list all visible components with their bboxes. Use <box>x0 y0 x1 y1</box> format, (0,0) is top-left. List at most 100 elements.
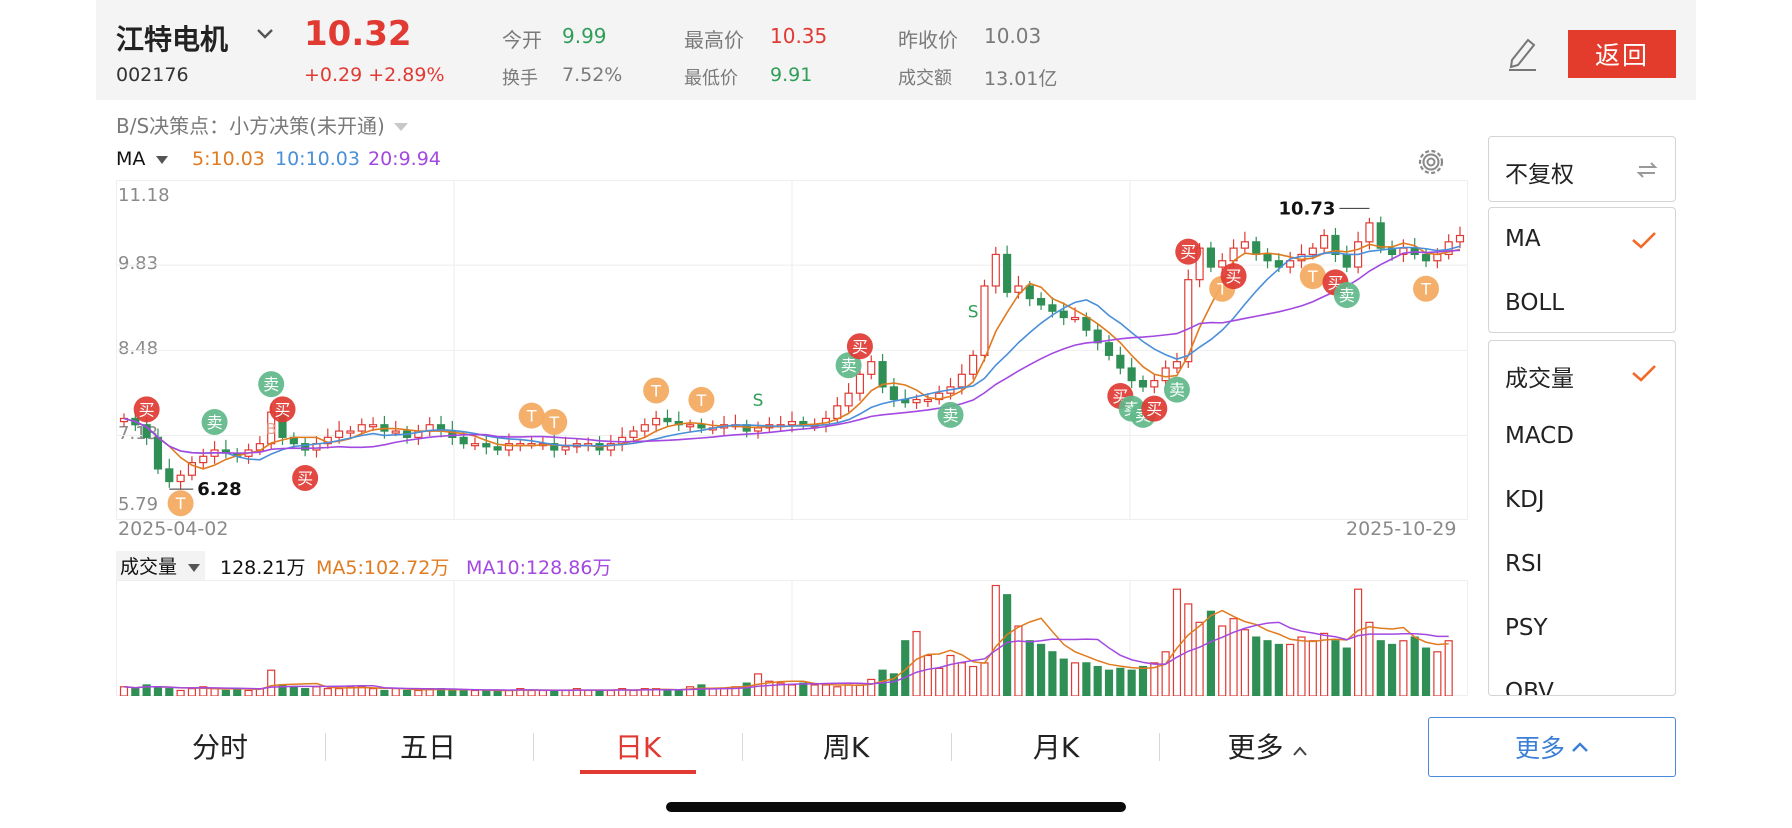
candle-body <box>1218 260 1227 268</box>
tab-divider <box>951 733 952 761</box>
volume-bar <box>1218 625 1227 696</box>
volume-bar <box>323 688 332 696</box>
volume-ma5-line <box>123 609 1449 692</box>
marker-badge <box>1299 263 1326 290</box>
volume-bar <box>504 689 514 696</box>
buy-marker: 买 <box>133 396 160 423</box>
marker-badge <box>541 408 568 435</box>
volume-bar <box>923 654 932 696</box>
tab-five-day[interactable]: 五日 <box>399 731 456 764</box>
stat-label-open: 今开 <box>502 28 542 52</box>
active-tab-indicator <box>580 770 696 774</box>
main-indicator-list: MA BOLL <box>1488 207 1676 333</box>
marker-label: 卖 <box>263 375 279 394</box>
marker-badge <box>292 464 319 491</box>
chart-settings-gear-icon[interactable] <box>1414 145 1448 179</box>
candle-body <box>1308 247 1317 256</box>
volume-bar <box>233 688 242 696</box>
indicator-item-ma[interactable]: MA <box>1505 226 1541 252</box>
back-button[interactable]: 返回 <box>1568 30 1676 78</box>
volume-bar <box>1286 643 1295 696</box>
tab-daily-k[interactable]: 日K <box>614 731 662 764</box>
marker-label: 卖 <box>207 413 223 432</box>
volume-bar <box>799 682 808 696</box>
indicator-item-kdj[interactable]: KDJ <box>1505 487 1545 513</box>
volume-chart[interactable] <box>116 580 1468 696</box>
edit-pencil-icon[interactable] <box>1506 34 1538 72</box>
marker-badge <box>201 408 228 435</box>
candle-body <box>357 424 366 432</box>
tab-more[interactable]: 更多 <box>1208 726 1328 766</box>
volume-bar <box>708 688 717 696</box>
marker-label: T <box>175 494 186 513</box>
high-price-annotation: 10.73 <box>1278 198 1335 219</box>
volume-bar <box>1354 588 1363 696</box>
marker-label: 卖 <box>841 356 857 375</box>
candle-body <box>153 436 163 470</box>
volume-bar <box>1308 640 1317 696</box>
volume-selector[interactable]: 成交量 <box>116 551 206 580</box>
indicator-item-obv[interactable]: OBV <box>1505 679 1554 696</box>
t-marker: T <box>643 377 670 404</box>
y-axis-label: 11.18 <box>118 185 170 206</box>
volume-bar <box>1127 669 1136 696</box>
indicator-item-boll[interactable]: BOLL <box>1505 290 1565 316</box>
adjust-selector[interactable]: 不复权 <box>1488 136 1676 202</box>
kline-chart[interactable]: 10.736.28买T卖卖买买TTTT卖买卖买卖卖买卖买T买T买卖TSSB <box>116 180 1468 520</box>
volume-bar <box>1252 636 1261 696</box>
volume-bar <box>595 689 604 696</box>
candle-body <box>969 354 978 375</box>
bs-decision-selector[interactable]: B/S决策点：小方决策(未开通) <box>116 110 409 139</box>
volume-bar <box>1048 651 1057 696</box>
volume-ma10-line <box>123 621 1449 692</box>
indicator-item-rsi[interactable]: RSI <box>1505 551 1543 577</box>
candle-body <box>335 430 344 438</box>
candle-body <box>606 443 615 451</box>
chevron-down-icon[interactable] <box>254 22 276 50</box>
marker-label: T <box>1307 267 1318 286</box>
volume-bar <box>1263 640 1272 696</box>
volume-ma5: MA5:102.72万 <box>316 557 450 579</box>
candle-body <box>1003 253 1012 293</box>
more-button[interactable]: 更多 <box>1428 717 1676 777</box>
sub-indicator-list[interactable]: 成交量 MACD KDJ RSI PSY OBV <box>1488 340 1676 696</box>
t-marker: T <box>167 490 194 517</box>
volume-ma10: MA10:128.86万 <box>466 557 612 579</box>
ma-selector[interactable]: MA <box>116 148 169 170</box>
volume-bar <box>1444 640 1453 696</box>
volume-bar <box>561 689 570 696</box>
volume-bar <box>742 682 751 696</box>
candle-body <box>1286 260 1295 268</box>
marker-label: T <box>1420 280 1431 299</box>
marker-badge <box>1163 376 1190 403</box>
more-button-label: 更多 <box>1514 734 1565 763</box>
home-indicator <box>666 802 1126 812</box>
tab-intraday[interactable]: 分时 <box>191 731 248 764</box>
indicator-item-macd[interactable]: MACD <box>1505 423 1574 449</box>
marker-label: T <box>696 391 707 410</box>
candle-body <box>369 424 378 428</box>
tab-divider <box>533 733 534 761</box>
volume-bar <box>810 684 819 696</box>
stat-label-amount: 成交额 <box>898 68 952 89</box>
tab-weekly-k[interactable]: 周K <box>822 731 870 764</box>
stock-name[interactable]: 江特电机 <box>116 23 229 56</box>
marker-badge <box>518 402 545 429</box>
candle-body <box>459 436 468 445</box>
candle-body <box>844 392 853 407</box>
candle-body <box>1274 260 1283 268</box>
candle-body <box>1059 310 1068 319</box>
candle-body <box>1320 234 1329 249</box>
marker-badge <box>643 377 670 404</box>
buy-marker: 买 <box>269 396 296 423</box>
price-change: +0.29 +2.89% <box>304 64 445 86</box>
buy-marker: 买 <box>1220 263 1247 290</box>
y-axis-label: 5.79 <box>118 494 159 515</box>
candle-body <box>923 398 932 403</box>
indicator-item-volume[interactable]: 成交量 <box>1505 366 1574 392</box>
tab-monthly-k[interactable]: 月K <box>1032 731 1080 764</box>
stat-value-amount: 13.01亿 <box>984 68 1058 90</box>
volume-bar <box>1342 647 1351 696</box>
volume-bar <box>187 688 197 696</box>
indicator-item-psy[interactable]: PSY <box>1505 615 1548 641</box>
